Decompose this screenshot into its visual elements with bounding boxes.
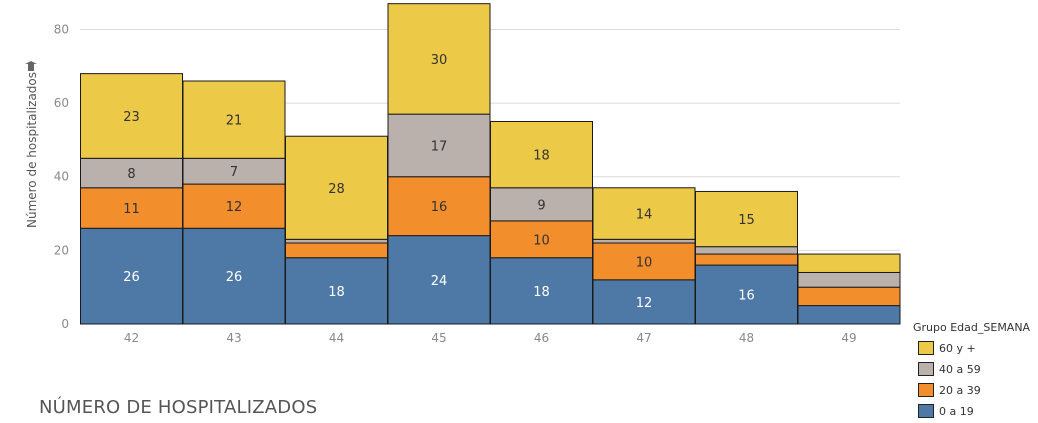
data-label: 11 (123, 202, 140, 217)
legend-items: 60 y + 40 a 59 20 a 39 0 a 19 (913, 339, 1030, 420)
x-tick-label: 49 (841, 331, 856, 345)
data-label: 7 (230, 165, 238, 180)
bar-segment[interactable] (285, 257, 388, 325)
bar-segment[interactable] (80, 73, 183, 159)
y-axis-title: Número de hospitalizados (25, 72, 39, 228)
y-tick-label: 20 (54, 243, 69, 257)
data-label: 24 (431, 274, 448, 289)
data-label: 26 (123, 270, 140, 285)
bar-segment[interactable] (695, 264, 798, 325)
x-tick-label: 48 (739, 331, 754, 345)
x-tick-label: 42 (124, 331, 139, 345)
bar-segment[interactable] (797, 286, 901, 307)
data-label: 18 (533, 285, 550, 300)
legend-item[interactable]: 0 a 19 (913, 402, 1030, 420)
bar-segment[interactable] (285, 135, 388, 240)
y-tick-label: 0 (61, 317, 69, 331)
legend-title: Grupo Edad_SEMANA (913, 321, 1031, 334)
y-tick-label: 80 (54, 22, 69, 36)
bar-segment[interactable] (695, 253, 798, 266)
bar-labels: 26 11 8 23 26 12 7 21 18 28 24 16 17 30 18 10 9 18 12 10 14 1… (123, 53, 755, 311)
bar-segment[interactable] (592, 279, 696, 325)
bar-segment[interactable] (490, 121, 593, 189)
bar-segment[interactable] (80, 187, 183, 229)
legend-swatch (918, 362, 934, 376)
data-label: 26 (226, 270, 243, 285)
data-label: 10 (636, 255, 653, 270)
legend-item[interactable]: 40 a 59 (913, 360, 1030, 378)
data-label: 17 (431, 139, 448, 154)
bar-segment[interactable] (695, 246, 798, 255)
x-tick-label: 45 (431, 331, 446, 345)
data-label: 9 (537, 198, 545, 213)
bar-segment[interactable] (592, 238, 696, 244)
data-label: 30 (431, 53, 448, 68)
y-tick-label: 60 (54, 96, 69, 110)
data-label: 23 (123, 110, 140, 125)
bar-segment[interactable] (695, 190, 798, 248)
bar-segment[interactable] (490, 187, 593, 222)
data-label: 12 (226, 200, 243, 215)
data-label: 14 (636, 208, 653, 223)
bars[interactable] (80, 3, 901, 325)
data-label: 16 (431, 200, 448, 215)
bar-segment[interactable] (387, 113, 491, 178)
bar-segment[interactable] (387, 3, 491, 115)
bar-segment[interactable] (797, 253, 901, 273)
data-label: 18 (328, 285, 345, 300)
legend: Grupo Edad_SEMANA 60 y + 40 a 59 20 a 39 0 … (913, 321, 1030, 423)
x-tick-label: 46 (534, 331, 549, 345)
legend-swatch (918, 404, 934, 418)
bar-segment[interactable] (592, 242, 696, 281)
bar-segment[interactable] (592, 187, 696, 240)
legend-label: 0 a 19 (939, 404, 974, 418)
bar-segment[interactable] (80, 227, 183, 325)
bar-segment[interactable] (285, 242, 388, 259)
data-label: 21 (226, 114, 243, 129)
x-tick-label: 47 (636, 331, 651, 345)
bar-segment[interactable] (182, 80, 286, 159)
data-label: 15 (738, 213, 755, 228)
legend-label: 60 y + (939, 341, 976, 355)
x-axis-ticks: 42 43 44 45 46 47 48 49 (124, 331, 857, 345)
chart-title: NÚMERO DE HOSPITALIZADOS (39, 397, 318, 418)
bar-segment[interactable] (797, 305, 901, 325)
data-label: 8 (127, 167, 135, 182)
legend-label: 40 a 59 (939, 362, 981, 376)
legend-item[interactable]: 20 a 39 (913, 381, 1030, 399)
legend-swatch (918, 341, 934, 355)
x-tick-label: 43 (226, 331, 241, 345)
bar-segment[interactable] (797, 271, 901, 288)
data-label: 28 (328, 182, 345, 197)
legend-label: 20 a 39 (939, 383, 981, 397)
data-label: 18 (533, 149, 550, 164)
pin-icon[interactable] (25, 61, 37, 71)
bar-segment[interactable] (490, 257, 593, 325)
bar-segment[interactable] (387, 235, 491, 325)
bar-segment[interactable] (285, 238, 388, 244)
data-label: 12 (636, 296, 653, 311)
legend-item[interactable]: 60 y + (913, 339, 1030, 357)
y-axis-ticks: 0 20 40 60 80 (54, 22, 69, 331)
legend-swatch (918, 383, 934, 397)
x-tick-label: 44 (329, 331, 344, 345)
y-tick-label: 40 (54, 170, 69, 184)
data-label: 10 (533, 233, 550, 248)
data-label: 16 (738, 289, 755, 304)
bar-segment[interactable] (490, 220, 593, 259)
